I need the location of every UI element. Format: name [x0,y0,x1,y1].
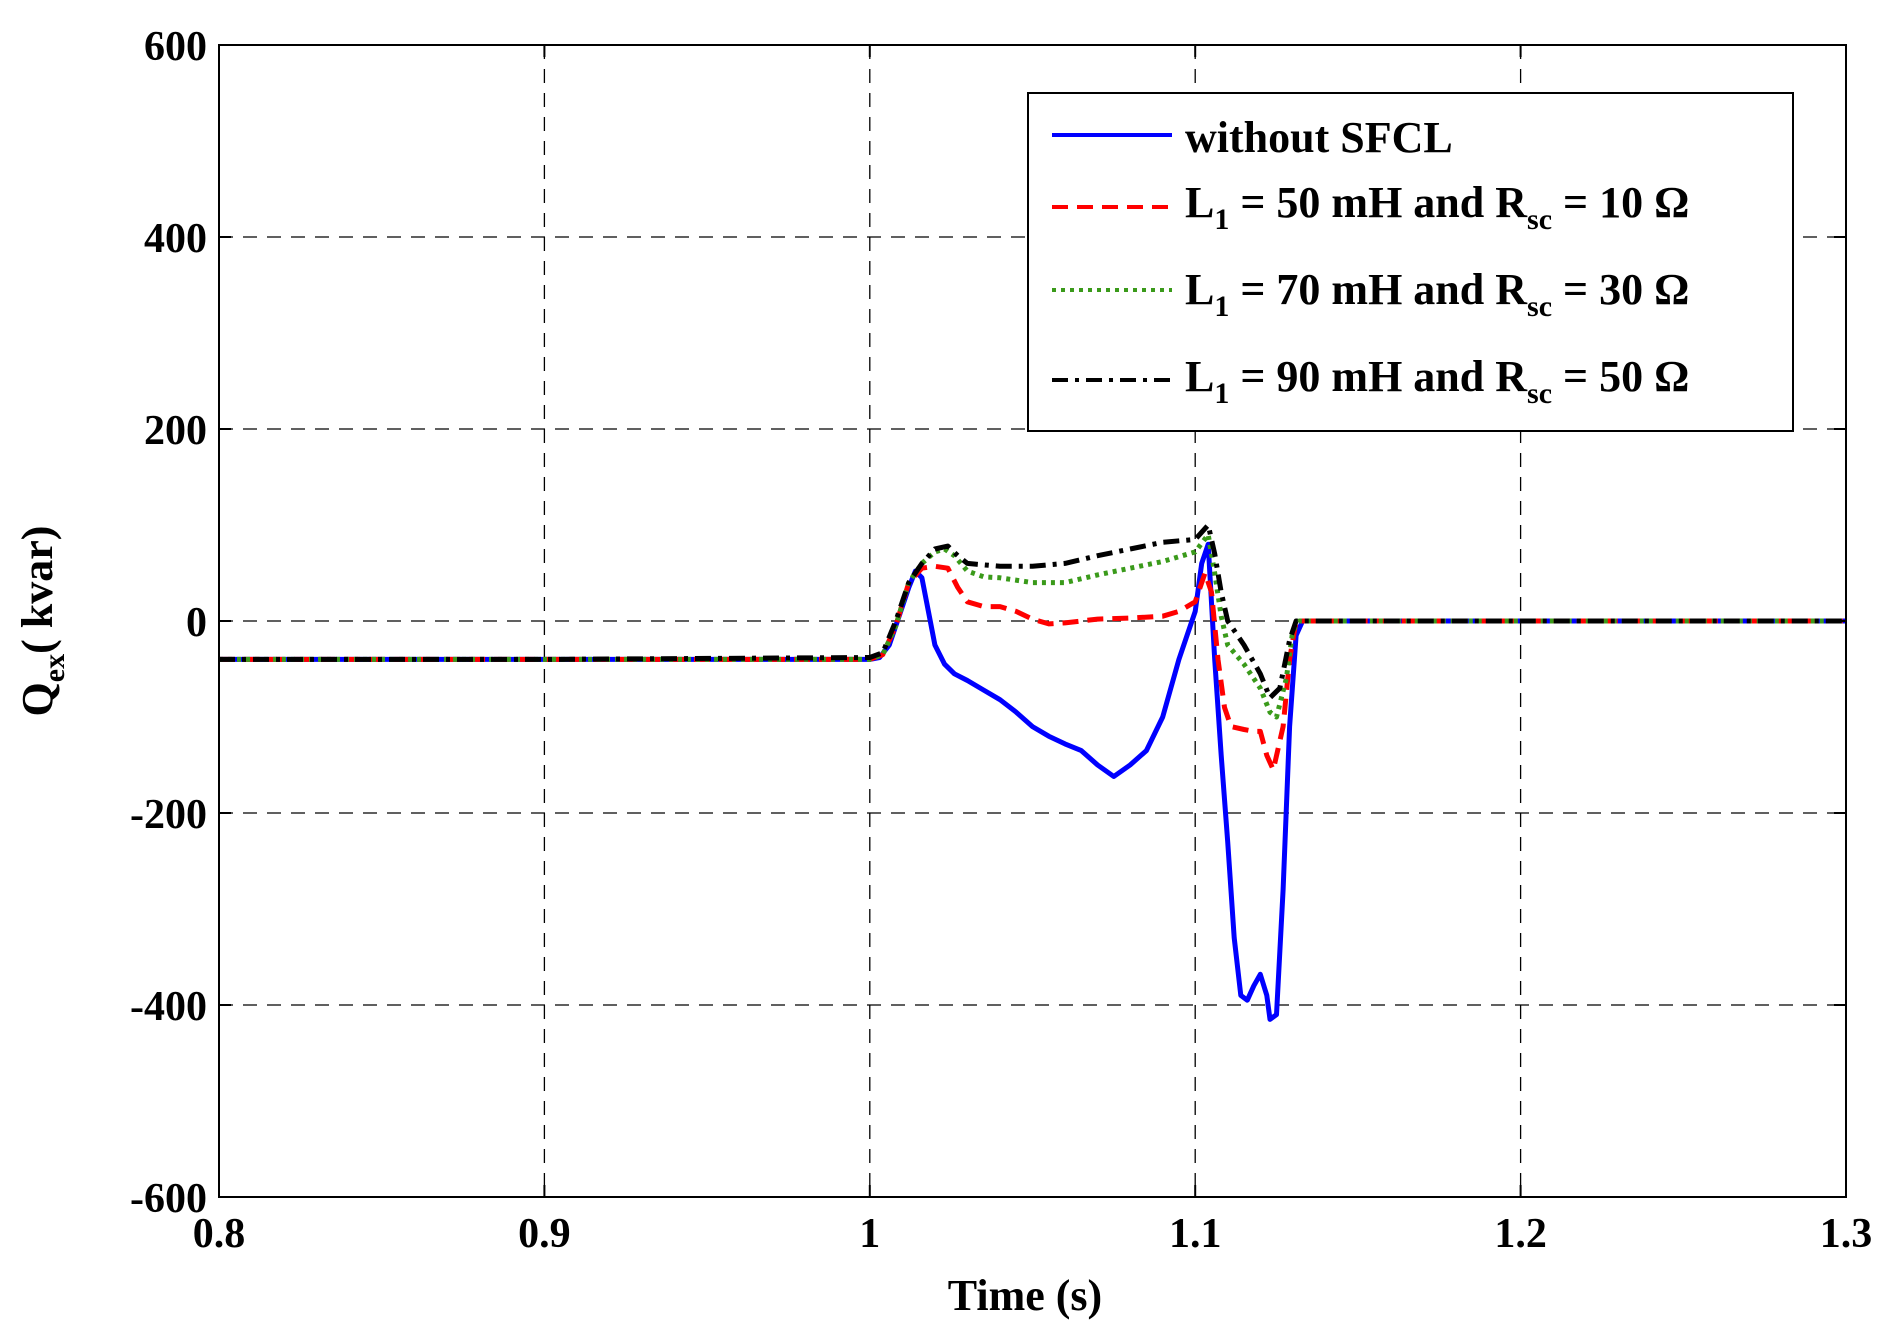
legend-box [1027,92,1794,432]
y-axis-label-rest: ( kvar) [13,526,62,654]
legend-label-2-sub1: 1 [1214,290,1229,323]
series-line-1 [219,563,1846,773]
series-line-3 [219,522,1846,701]
legend-label-1-post: = 10 Ω [1552,178,1689,227]
y-tick-label-2: -200 [130,792,207,838]
x-tick-label-1: 0.9 [518,1211,571,1257]
series-line-2 [219,532,1846,720]
legend-label-1-sub2: sc [1527,203,1552,236]
legend-label-1-pre: L [1185,178,1214,227]
y-tick-label-5: 400 [144,216,207,262]
legend-label-3-mid: = 90 mH and R [1229,352,1528,401]
series-layer [219,522,1846,1022]
legend-label-3-post: = 50 Ω [1552,352,1689,401]
legend-label-50mh: L1 = 50 mH and Rsc = 10 Ω [1185,178,1689,236]
y-tick-label-0: -600 [130,1176,207,1222]
y-tick-label-1: -400 [130,984,207,1030]
x-tick-label-3: 1.1 [1169,1211,1222,1257]
legend-label-without-sfcl: without SFCL [1185,113,1453,162]
legend-label-3-sub2: sc [1527,377,1552,410]
x-tick-label-0: 0.8 [193,1211,246,1257]
x-axis-label: Time (s) [948,1271,1102,1320]
legend: without SFCL L1 = 50 mH and Rsc = 10 Ω L… [1027,92,1794,432]
y-axis-label: Qex( kvar) [13,526,71,717]
x-tick-label-4: 1.2 [1494,1211,1547,1257]
y-tick-label-6: 600 [144,24,207,70]
tick-labels: 0.8 0.9 1 1.1 1.2 1.3 -600 -400 -200 0 200 400 600 [130,24,1872,1257]
legend-label-2-mid: = 70 mH and R [1229,265,1528,314]
y-axis-label-sub: ex [38,654,71,682]
legend-label-3-sub1: 1 [1214,377,1229,410]
legend-label-70mh: L1 = 70 mH and Rsc = 30 Ω [1185,265,1689,323]
ticks [218,44,1847,1198]
legend-label-2-sub2: sc [1527,290,1552,323]
legend-label-3-pre: L [1185,352,1214,401]
legend-label-2-pre: L [1185,265,1214,314]
legend-label-0-text: without SFCL [1185,113,1453,162]
legend-label-2-post: = 30 Ω [1552,265,1689,314]
y-tick-label-4: 200 [144,408,207,454]
y-tick-label-3: 0 [186,600,207,646]
legend-label-1-mid: = 50 mH and R [1229,178,1528,227]
legend-label-90mh: L1 = 90 mH and Rsc = 50 Ω [1185,352,1689,410]
x-tick-label-2: 1 [859,1211,880,1257]
x-tick-label-5: 1.3 [1820,1211,1873,1257]
legend-label-1-sub1: 1 [1214,203,1229,236]
y-axis-label-base: Q [13,682,62,716]
